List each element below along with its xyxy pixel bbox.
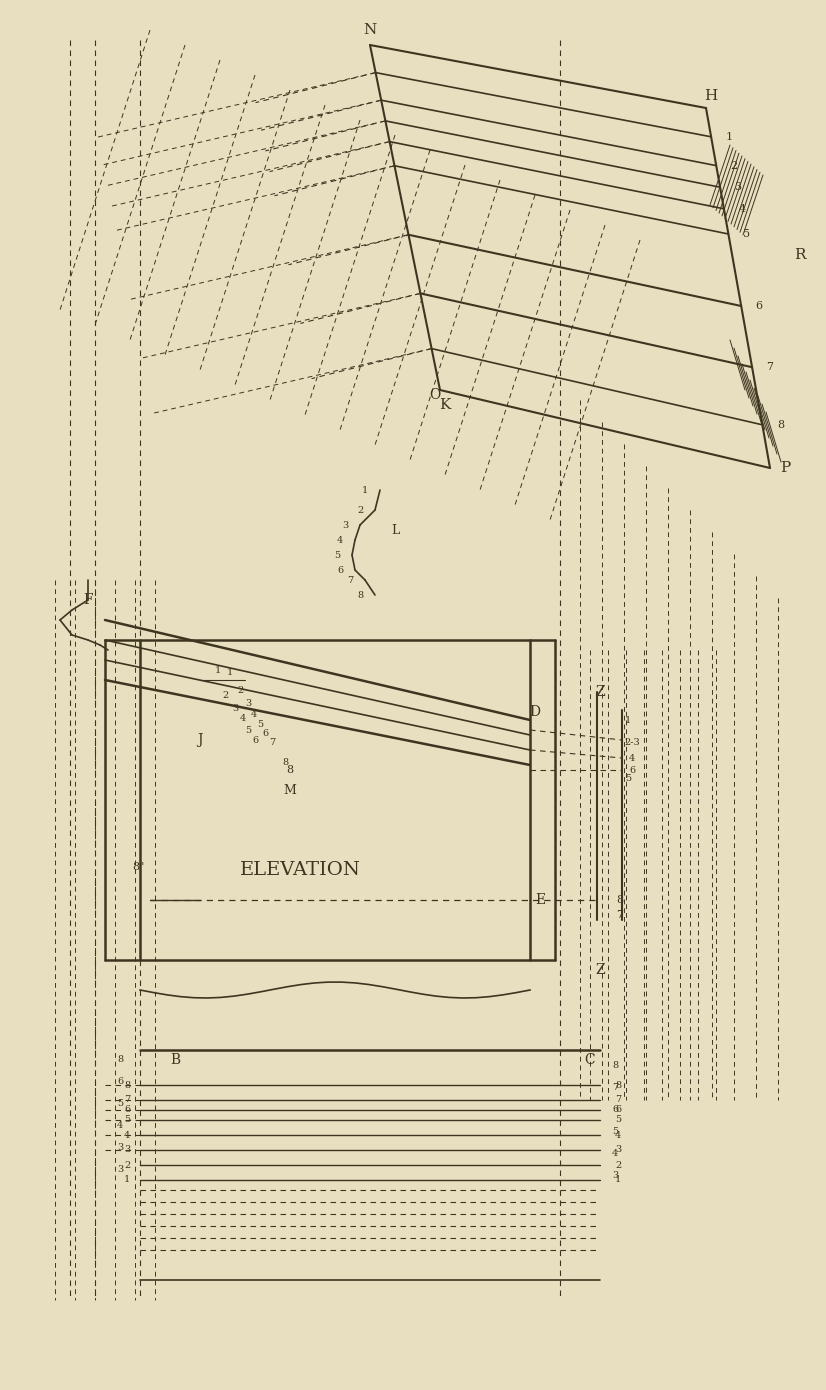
Text: 8: 8 (282, 758, 288, 766)
Text: 5: 5 (117, 1099, 123, 1108)
Text: J: J (197, 733, 202, 746)
Text: 8: 8 (124, 1080, 130, 1090)
Text: 5: 5 (615, 1116, 621, 1125)
Text: 1: 1 (615, 1176, 621, 1184)
Text: ELEVATION: ELEVATION (240, 860, 360, 878)
Text: 6: 6 (337, 566, 343, 574)
Text: 2: 2 (222, 691, 228, 699)
Text: 7: 7 (616, 910, 624, 920)
Text: 5: 5 (625, 773, 631, 783)
Text: 3: 3 (244, 699, 251, 708)
Text: 1: 1 (227, 667, 233, 677)
Text: 2: 2 (615, 1161, 621, 1169)
Text: 4: 4 (615, 1130, 621, 1140)
Text: N: N (363, 24, 377, 38)
Text: 4: 4 (337, 535, 343, 545)
Text: H: H (705, 89, 718, 103)
Text: 3: 3 (734, 182, 742, 192)
Text: 8: 8 (287, 765, 293, 776)
Text: 3: 3 (116, 1144, 123, 1152)
Text: 6: 6 (615, 1105, 621, 1115)
Text: L: L (391, 524, 399, 537)
Text: 6: 6 (124, 1105, 130, 1115)
Text: 2-3: 2-3 (624, 738, 640, 746)
Text: 5: 5 (124, 1116, 130, 1125)
Text: 4: 4 (240, 713, 246, 723)
Text: 2: 2 (124, 1161, 131, 1169)
Text: 4: 4 (612, 1148, 618, 1158)
Text: 7: 7 (347, 575, 354, 585)
Text: 4: 4 (738, 204, 746, 214)
Text: 4: 4 (116, 1122, 123, 1130)
Text: 7: 7 (615, 1095, 621, 1105)
Text: 4: 4 (124, 1130, 131, 1140)
Text: 2: 2 (237, 685, 243, 695)
Text: K: K (439, 398, 451, 411)
Text: 3: 3 (612, 1170, 618, 1180)
Text: C: C (585, 1054, 596, 1068)
Text: 5: 5 (612, 1126, 618, 1136)
Text: 8: 8 (357, 591, 363, 599)
Text: 3: 3 (124, 1145, 131, 1155)
Text: 8: 8 (117, 1055, 123, 1065)
Text: 7: 7 (767, 363, 774, 373)
Text: P: P (780, 461, 790, 475)
Text: E: E (535, 892, 545, 908)
Text: 6: 6 (629, 766, 635, 774)
Text: 5: 5 (257, 720, 263, 728)
Text: 8: 8 (615, 1080, 621, 1090)
Text: 7: 7 (612, 1083, 618, 1091)
Text: 5: 5 (334, 550, 340, 560)
Text: 7: 7 (269, 738, 275, 746)
Text: 1: 1 (625, 716, 631, 724)
Text: 1: 1 (362, 485, 368, 495)
Text: 2: 2 (731, 161, 738, 171)
Text: 8: 8 (612, 1061, 618, 1069)
Text: 5: 5 (743, 229, 750, 239)
Text: 3: 3 (342, 520, 348, 530)
Text: O: O (430, 388, 440, 402)
Text: 4: 4 (629, 753, 635, 763)
Text: 1: 1 (215, 666, 221, 674)
Text: 7: 7 (124, 1095, 131, 1105)
Text: 6: 6 (612, 1105, 618, 1113)
Text: Z: Z (596, 685, 605, 699)
Text: 3: 3 (615, 1145, 621, 1155)
Text: 3: 3 (232, 703, 238, 713)
Text: 8: 8 (616, 895, 624, 905)
Text: Z: Z (596, 963, 605, 977)
Text: 6: 6 (262, 728, 268, 738)
Text: D: D (529, 705, 540, 719)
Text: 1: 1 (725, 132, 733, 142)
Text: R: R (795, 247, 805, 261)
Text: 1: 1 (124, 1176, 131, 1184)
Text: 6: 6 (252, 735, 258, 745)
Text: F: F (83, 594, 93, 607)
Text: 5: 5 (245, 726, 251, 734)
Text: 6: 6 (756, 302, 762, 311)
Text: 4: 4 (251, 709, 257, 719)
Text: 8: 8 (776, 420, 784, 430)
Text: 8": 8" (133, 862, 145, 872)
Text: B: B (170, 1054, 180, 1068)
Text: 2: 2 (357, 506, 363, 514)
Text: 6: 6 (117, 1077, 123, 1087)
Text: M: M (283, 784, 297, 796)
Text: 3: 3 (116, 1165, 123, 1175)
